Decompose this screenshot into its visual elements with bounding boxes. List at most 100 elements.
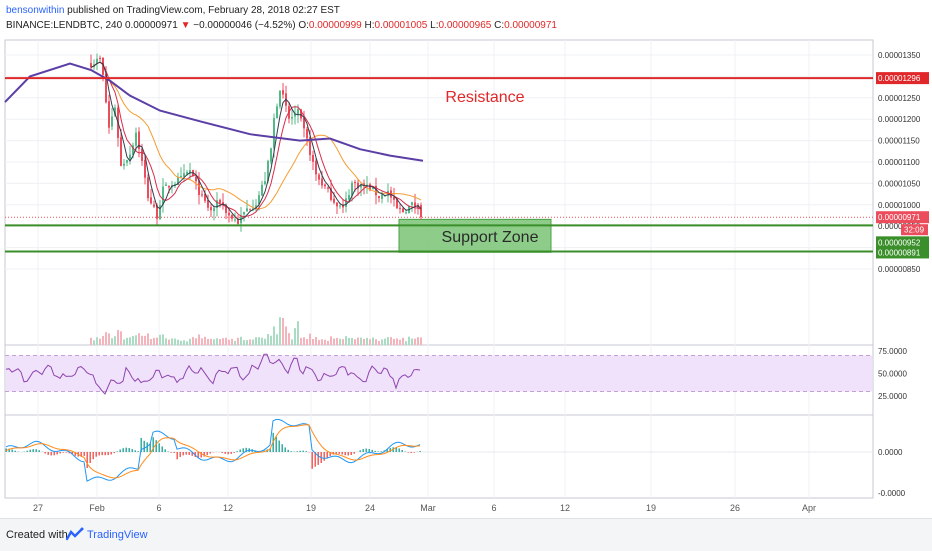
- volume-bar: [204, 337, 206, 345]
- volume-bar: [282, 318, 284, 345]
- last-price-badge: 0.00000971: [878, 213, 921, 222]
- candle: [315, 161, 317, 175]
- candle: [339, 206, 341, 207]
- macd-histogram-bar: [39, 450, 40, 452]
- macd-histogram-bar: [177, 452, 178, 459]
- x-tick-label: 6: [491, 503, 496, 513]
- candle: [414, 202, 416, 206]
- macd-histogram-bar: [36, 449, 37, 452]
- volume-bar: [177, 340, 179, 345]
- candle: [291, 117, 293, 118]
- macd-histogram-bar: [282, 444, 283, 452]
- macd-histogram-bar: [339, 452, 340, 454]
- candle: [378, 196, 380, 198]
- candle: [144, 160, 146, 178]
- macd-histogram-bar: [240, 449, 241, 452]
- candle: [324, 184, 326, 186]
- candle: [273, 118, 275, 148]
- volume-bar: [153, 338, 155, 345]
- countdown-badge: 32:09: [904, 226, 925, 235]
- x-tick-label: 6: [156, 503, 161, 513]
- volume-bar: [141, 336, 143, 345]
- volume-bar: [198, 334, 200, 345]
- macd-histogram-bar: [123, 448, 124, 452]
- volume-bar: [150, 339, 152, 345]
- macd-histogram-bar: [30, 450, 31, 452]
- volume-bar: [336, 338, 338, 345]
- candle: [399, 208, 401, 209]
- macd-histogram-bar: [165, 449, 166, 452]
- volume-bar: [396, 338, 398, 345]
- macd-tick-label: -0.0000: [878, 489, 906, 498]
- candle: [321, 179, 323, 186]
- price-tick-label: 0.00001050: [878, 179, 921, 188]
- volume-bar: [315, 337, 317, 345]
- macd-histogram-bar: [51, 452, 52, 455]
- volume-bar: [417, 337, 419, 345]
- macd-histogram-bar: [12, 450, 13, 452]
- x-tick-label: 19: [306, 503, 316, 513]
- candle: [234, 219, 236, 220]
- candle: [282, 90, 284, 94]
- volume-bar: [366, 338, 368, 345]
- volume-bar: [165, 338, 167, 345]
- volume-bar: [288, 333, 290, 345]
- volume-bar: [234, 341, 236, 345]
- candle: [261, 185, 263, 196]
- volume-bar: [189, 339, 191, 345]
- candle: [276, 106, 278, 118]
- macd-histogram-bar: [186, 452, 187, 455]
- macd-histogram-bar: [231, 452, 232, 454]
- candle: [141, 149, 143, 161]
- volume-bar: [93, 340, 95, 345]
- candle: [345, 198, 347, 207]
- candle: [201, 194, 203, 195]
- volume-bar: [192, 337, 194, 345]
- macd-histogram-bar: [171, 452, 172, 453]
- macd-histogram-bar: [117, 451, 118, 452]
- volume-bar: [351, 338, 353, 345]
- volume-bar: [393, 339, 395, 345]
- macd-histogram-bar: [402, 450, 403, 452]
- volume-bar: [201, 338, 203, 345]
- candle: [297, 109, 299, 114]
- volume-bar: [279, 317, 281, 345]
- macd-histogram-bar: [291, 451, 292, 452]
- volume-bar: [114, 336, 116, 345]
- macd-histogram-bar: [66, 452, 67, 453]
- macd-histogram-bar: [300, 451, 301, 452]
- volume-bar: [348, 338, 350, 345]
- macd-histogram-bar: [27, 451, 28, 452]
- volume-bar: [354, 339, 356, 345]
- volume-bar: [171, 338, 173, 345]
- volume-bar: [360, 338, 362, 345]
- volume-bar: [411, 339, 413, 345]
- volume-bar: [402, 338, 404, 345]
- candle: [354, 182, 356, 183]
- macd-histogram-bar: [156, 440, 157, 452]
- volume-bar: [162, 334, 164, 345]
- macd-histogram-bar: [312, 452, 313, 469]
- macd-histogram-bar: [189, 452, 190, 455]
- macd-histogram-bar: [342, 452, 343, 455]
- rsi-tick-label: 75.0000: [878, 347, 907, 356]
- volume-bar: [225, 338, 227, 345]
- price-pane: [5, 40, 873, 345]
- macd-tick-label: 0.0000: [878, 448, 903, 457]
- price-tick-label: 0.00001350: [878, 51, 921, 60]
- volume-bar: [96, 337, 98, 345]
- macd-histogram-bar: [45, 452, 46, 453]
- tradingview-brand-link[interactable]: TradingView: [87, 529, 148, 541]
- volume-bar: [207, 339, 209, 345]
- volume-bar: [414, 339, 416, 345]
- tradingview-logo-icon: [66, 527, 84, 546]
- macd-histogram-bar: [222, 452, 223, 453]
- x-tick-label: 12: [560, 503, 570, 513]
- candle: [180, 176, 182, 177]
- volume-bar: [261, 338, 263, 345]
- volume-bar: [117, 330, 119, 345]
- volume-bar: [324, 340, 326, 345]
- volume-bar: [270, 336, 272, 345]
- candle: [123, 164, 125, 166]
